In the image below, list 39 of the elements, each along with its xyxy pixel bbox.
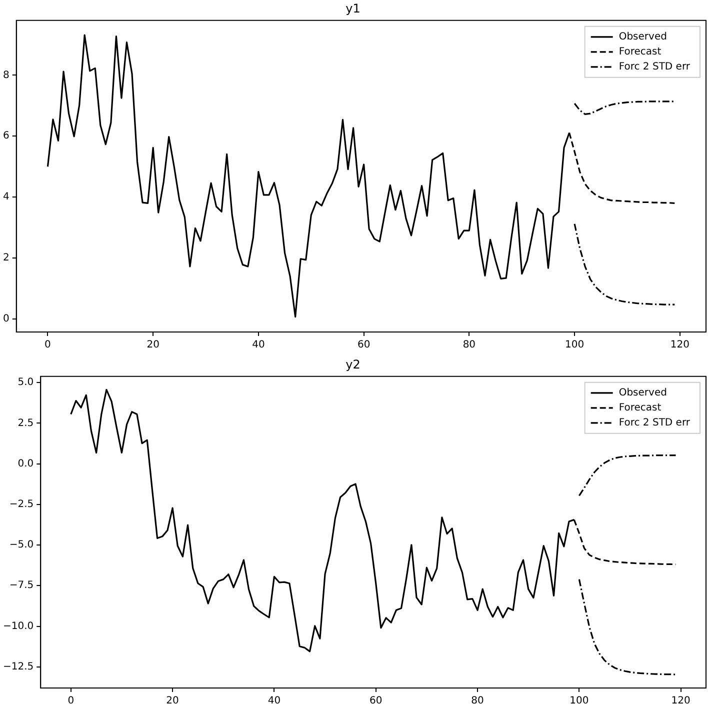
legend-label: Forc 2 STD err bbox=[618, 417, 691, 428]
y-tick-label: −2.5 bbox=[9, 499, 34, 510]
legend-label: Observed bbox=[618, 31, 667, 42]
legend-label: Forecast bbox=[618, 46, 662, 58]
x-tick-label: 100 bbox=[565, 340, 584, 351]
x-tick-label: 60 bbox=[369, 696, 382, 707]
x-tick-label: 120 bbox=[670, 340, 690, 351]
line-series bbox=[578, 578, 677, 676]
x-tick-label: 0 bbox=[44, 340, 51, 351]
x-tick-label: 100 bbox=[570, 696, 589, 707]
y-tick-label: −10.0 bbox=[2, 620, 34, 632]
y-tick-label: 2 bbox=[2, 252, 10, 264]
y-tick-label: 6 bbox=[2, 130, 10, 142]
x-tick-label: 40 bbox=[268, 696, 281, 707]
x-tick-label: 80 bbox=[471, 696, 484, 707]
y-tick-label: 0 bbox=[2, 313, 10, 324]
line-series bbox=[574, 100, 676, 116]
x-tick-label: 80 bbox=[462, 340, 476, 351]
y-tick-label: −5.0 bbox=[9, 540, 34, 551]
legend-label: Forecast bbox=[618, 402, 662, 414]
legend-label: Observed bbox=[618, 387, 667, 398]
legend-label: Forc 2 STD err bbox=[618, 61, 691, 72]
y-tick-label: 8 bbox=[2, 70, 10, 81]
y-tick-label: 4 bbox=[2, 192, 10, 203]
y-tick-label: 0.0 bbox=[18, 458, 34, 470]
y-tick-label: 2.5 bbox=[18, 418, 34, 429]
x-tick-label: 60 bbox=[357, 340, 370, 351]
x-tick-label: 120 bbox=[671, 696, 690, 707]
y-tick-label: −12.5 bbox=[2, 661, 34, 672]
chart-title: y2 bbox=[346, 357, 360, 372]
line-series bbox=[574, 223, 676, 306]
chart-title: y1 bbox=[346, 1, 360, 16]
y-tick-label: 5.0 bbox=[18, 377, 34, 388]
line-series bbox=[578, 454, 677, 496]
x-tick-label: 20 bbox=[166, 696, 179, 707]
y-tick-label: −7.5 bbox=[9, 580, 34, 592]
x-tick-label: 20 bbox=[146, 340, 160, 351]
x-tick-label: 40 bbox=[252, 340, 265, 351]
x-tick-label: 0 bbox=[68, 696, 74, 707]
